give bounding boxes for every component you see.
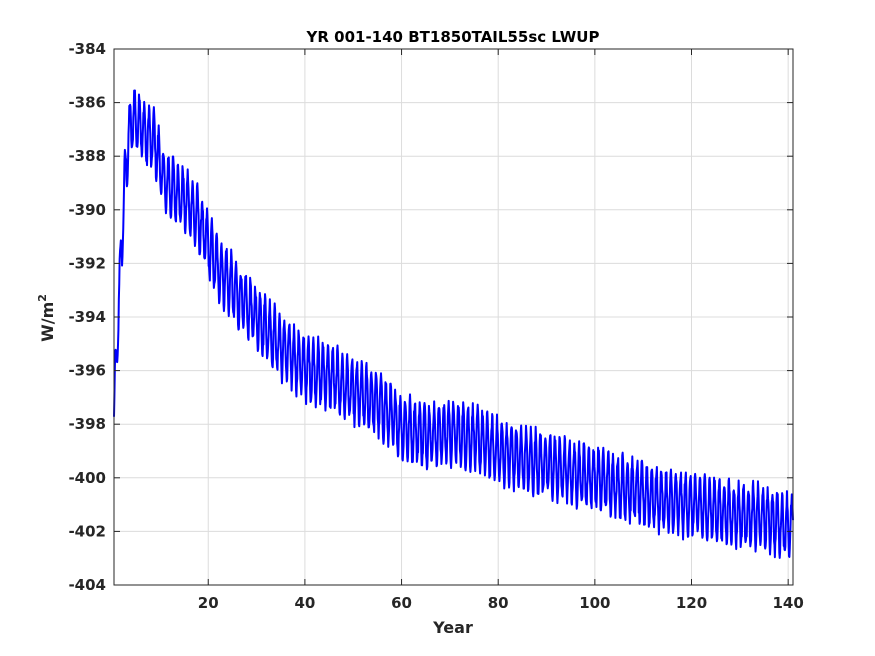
y-tick-label: -386 <box>68 94 106 112</box>
y-tick-label: -390 <box>68 201 106 219</box>
series-line <box>113 89 794 559</box>
y-tick-label: -384 <box>68 40 106 58</box>
series-layer <box>113 89 794 559</box>
y-axis-title-superscript: 2 <box>36 294 49 302</box>
y-tick-labels: -404 -402 -400 -398 -396 -394 -392 -390 -388 -386… <box>68 40 106 594</box>
y-axis-title-base: W/m <box>38 302 57 342</box>
x-axis-title: Year <box>432 618 473 637</box>
x-tick-label: 120 <box>676 594 707 612</box>
y-tick-label: -400 <box>68 469 106 487</box>
chart-title: YR 001-140 BT1850TAIL55sc LWUP <box>306 28 600 46</box>
x-tick-label: 60 <box>391 594 412 612</box>
x-tick-label: 20 <box>198 594 219 612</box>
axis-ticks <box>114 48 793 586</box>
x-tick-label: 80 <box>488 594 509 612</box>
x-tick-labels: 20 40 60 80 100 120 140 <box>198 594 804 612</box>
y-axis-title: W/m2 <box>36 294 57 342</box>
y-tick-label: -402 <box>68 522 106 540</box>
y-tick-label: -394 <box>68 308 106 326</box>
y-tick-label: -392 <box>68 254 106 272</box>
y-tick-label: -388 <box>68 147 106 165</box>
x-tick-label: 40 <box>294 594 315 612</box>
y-tick-label: -398 <box>68 415 106 433</box>
x-tick-label: 100 <box>579 594 610 612</box>
x-tick-label: 140 <box>773 594 804 612</box>
y-tick-label: -404 <box>68 576 106 594</box>
y-tick-label: -396 <box>68 362 106 380</box>
